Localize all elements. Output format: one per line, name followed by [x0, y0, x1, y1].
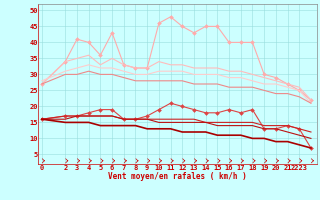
X-axis label: Vent moyen/en rafales ( km/h ): Vent moyen/en rafales ( km/h ) [108, 172, 247, 181]
